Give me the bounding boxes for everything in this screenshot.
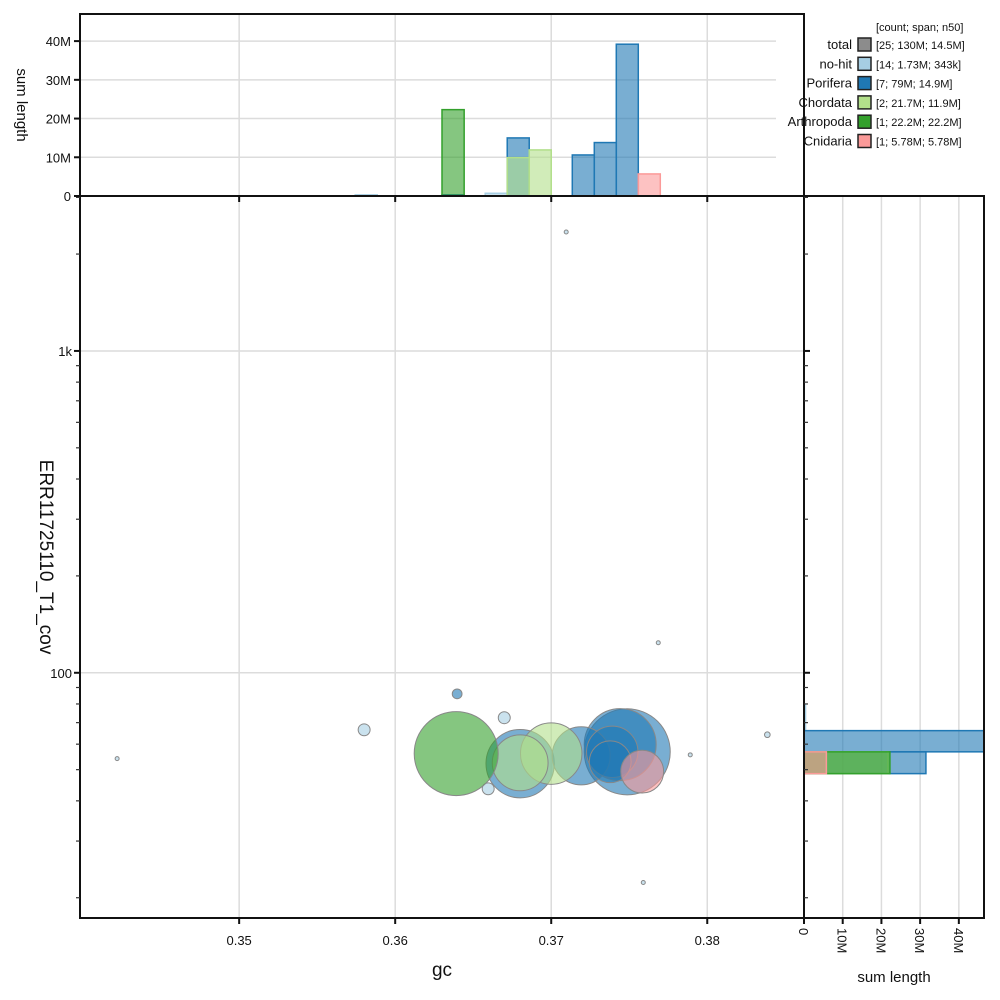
- legend-label-porifera: Porifera: [806, 76, 852, 91]
- legend-stats-porifera: [7; 79M; 14.9M]: [876, 79, 952, 91]
- grid: [80, 14, 960, 918]
- legend-swatch-cnidaria: [857, 133, 872, 149]
- legend-label-arthropoda: Arthropoda: [788, 114, 853, 129]
- top-hist-bar-porifera: [593, 141, 618, 197]
- axes: 0.35 0.36 0.37 0.38 100 1k 0 10M 20M 30M 40M 0 10M 20…: [46, 34, 966, 953]
- right-hist-x-tick-label: 0: [796, 928, 811, 935]
- point-chordata: [491, 734, 549, 792]
- legend-label-chordata: Chordata: [799, 95, 853, 110]
- plot-frames: [79, 13, 985, 919]
- legend-swatch-chordata: [857, 95, 872, 110]
- point-cnidaria: [620, 749, 665, 794]
- top-hist-frame: [79, 13, 805, 197]
- right-hist-x-tick-label: 10M: [835, 928, 850, 953]
- point-no-hit: [563, 229, 569, 235]
- top-hist-y-tick-label: 10M: [46, 150, 71, 165]
- x-tick-label: 0.36: [383, 933, 408, 948]
- point-arthropoda: [413, 711, 499, 797]
- point-no-hit: [655, 640, 661, 646]
- legend: [count; span; n50] total [25; 130M; 14.5M]…: [788, 22, 965, 149]
- histograms: [354, 43, 985, 775]
- legend-stats-cnidaria: [1; 5.78M; 5.78M]: [876, 137, 962, 149]
- top-hist-bar-cnidaria: [637, 173, 662, 197]
- x-tick-label: 0.37: [539, 933, 564, 948]
- point-no-hit: [114, 756, 120, 762]
- legend-header: [count; span; n50]: [876, 22, 963, 34]
- legend-label-total: total: [827, 37, 852, 52]
- main-plot-frame: [79, 195, 805, 919]
- top-hist-bar-porifera: [571, 154, 596, 197]
- y-axis-label: ERR11725110_T1_cov: [35, 460, 56, 655]
- legend-stats-arthropoda: [1; 22.2M; 22.2M]: [876, 117, 962, 129]
- y-tick-label: 100: [50, 666, 72, 681]
- point-no-hit: [764, 731, 771, 739]
- x-tick-label: 0.38: [695, 933, 720, 948]
- point-no-hit: [640, 880, 646, 886]
- top-hist-y-label: sum length: [13, 68, 30, 141]
- legend-label-cnidaria: Cnidaria: [804, 134, 853, 149]
- top-hist-y-tick-label: 30M: [46, 73, 71, 88]
- top-hist-y-tick-label: 40M: [46, 34, 71, 49]
- point-no-hit: [481, 782, 495, 796]
- legend-label-no-hit: no-hit: [819, 56, 852, 71]
- top-hist-bar-chordata: [506, 156, 530, 197]
- legend-swatch-porifera: [857, 75, 872, 91]
- right-hist-bar-cnidaria: [803, 751, 828, 775]
- top-hist-y-tick-label: 20M: [46, 112, 71, 127]
- top-hist-y-tick-label: 0: [64, 189, 71, 204]
- right-hist-bar-porifera: [803, 729, 985, 753]
- point-no-hit: [687, 752, 693, 758]
- legend-swatch-no-hit: [857, 56, 872, 72]
- top-hist-bar-porifera: [615, 43, 640, 197]
- right-hist-x-label: sum length: [857, 969, 930, 986]
- top-hist-bar-chordata: [528, 149, 552, 197]
- right-hist-x-tick-label: 20M: [873, 928, 888, 953]
- y-tick-label: 1k: [58, 344, 72, 359]
- legend-stats-no-hit: [14; 1.73M; 343k]: [876, 59, 961, 71]
- right-hist-x-tick-label: 30M: [912, 928, 927, 953]
- point-no-hit: [497, 711, 511, 725]
- legend-stats-total: [25; 130M; 14.5M]: [876, 40, 965, 52]
- scatter-points: [114, 229, 771, 886]
- right-hist-x-tick-label: 40M: [951, 928, 966, 953]
- point-porifera: [451, 688, 463, 700]
- legend-swatch-total: [857, 37, 872, 52]
- right-hist-frame: [803, 195, 985, 919]
- x-tick-label: 0.35: [226, 933, 251, 948]
- top-hist-bar-arthropoda: [441, 108, 465, 197]
- x-axis-label: gc: [432, 960, 452, 981]
- point-no-hit: [357, 723, 371, 737]
- legend-swatch-arthropoda: [857, 114, 872, 129]
- legend-stats-chordata: [2; 21.7M; 11.9M]: [876, 98, 961, 110]
